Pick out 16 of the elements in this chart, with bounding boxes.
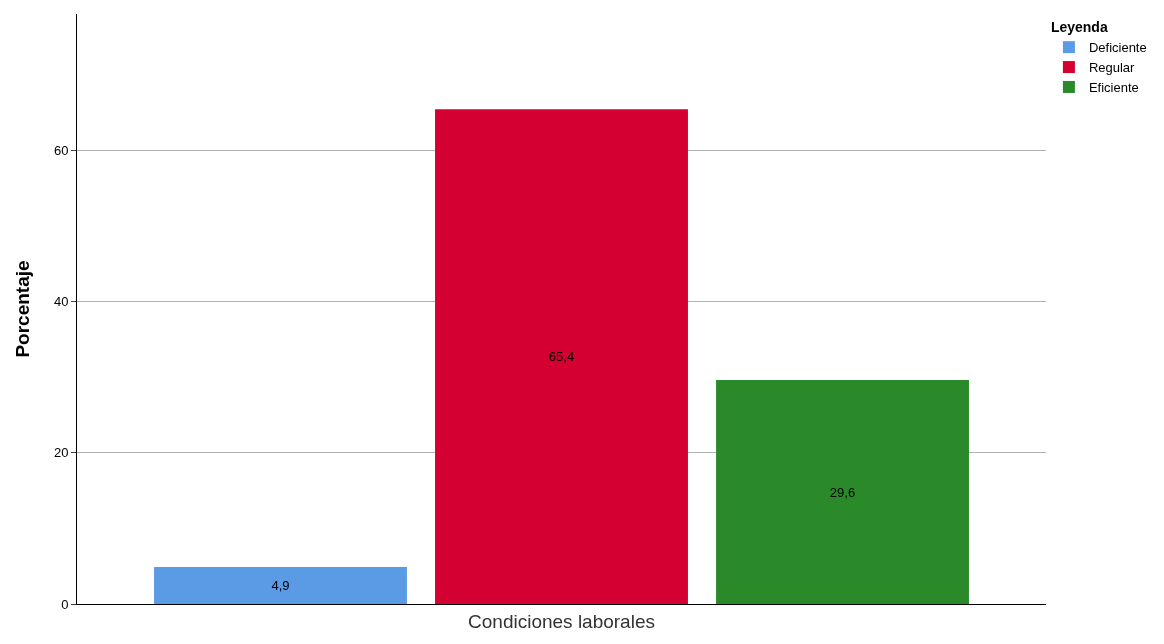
y-tick-label: 0 bbox=[61, 596, 69, 612]
data-label: 4,9 bbox=[271, 577, 290, 593]
data-label: 65,4 bbox=[548, 349, 575, 365]
y-tick-label: 20 bbox=[53, 445, 69, 461]
bar bbox=[435, 109, 688, 604]
bar bbox=[154, 566, 407, 604]
legend-label: Eficiente bbox=[1088, 80, 1139, 96]
bar bbox=[716, 380, 969, 604]
x-tick-label: Condiciones laborales bbox=[468, 610, 655, 632]
legend-label: Deficiente bbox=[1088, 40, 1147, 56]
y-tick-label: 40 bbox=[53, 293, 69, 309]
legend-label: Regular bbox=[1088, 60, 1136, 76]
y-tick-label: 60 bbox=[53, 142, 69, 158]
legend-title: Leyenda bbox=[1050, 19, 1108, 36]
data-label: 29,6 bbox=[829, 484, 856, 500]
y-axis-title: Porcentaje bbox=[12, 260, 33, 358]
